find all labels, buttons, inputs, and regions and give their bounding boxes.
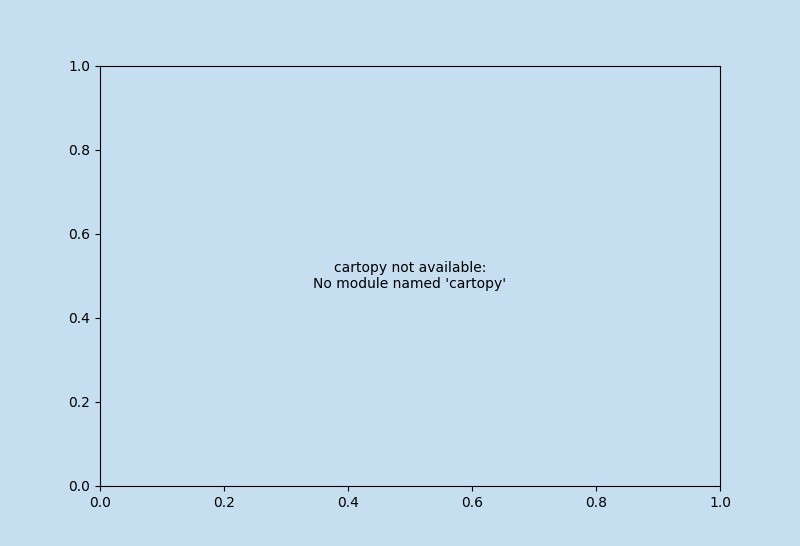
Text: cartopy not available:
No module named 'cartopy': cartopy not available: No module named '… xyxy=(314,260,506,291)
